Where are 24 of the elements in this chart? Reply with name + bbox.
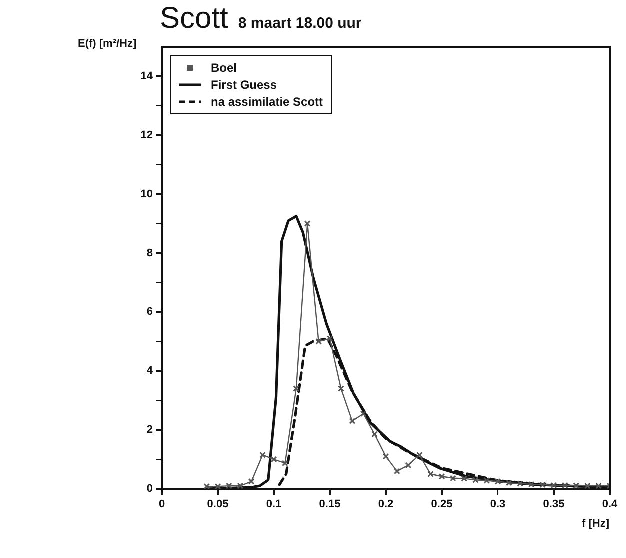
x-tick-label: 0.4 [602, 498, 619, 511]
chart-subtitle: 8 maart 18.00 uur [238, 15, 362, 32]
legend-label: Boel [211, 60, 238, 74]
x-axis-title: f [Hz] [582, 518, 610, 530]
y-tick-label: 6 [146, 306, 153, 318]
y-tick-label: 12 [140, 129, 153, 142]
legend-label: First Guess [211, 78, 278, 92]
x-tick-label: 0.2 [378, 498, 394, 511]
y-tick-label: 0 [146, 483, 153, 496]
x-tick-label: 0.1 [266, 498, 282, 511]
legend-label: na assimilatie Scott [211, 94, 324, 108]
y-axis-title: E(f) [m²/Hz] [78, 38, 137, 50]
y-tick-label: 4 [146, 365, 154, 378]
x-tick-label: 0.25 [431, 498, 453, 511]
chart-title: Scott [160, 2, 228, 35]
y-tick-label: 14 [140, 70, 154, 82]
x-tick-label: 0.15 [319, 498, 341, 511]
y-tick-label: 8 [146, 247, 153, 260]
y-tick-label: 2 [146, 424, 153, 436]
x-tick-label: 0 [158, 498, 166, 511]
x-tick-label: 0.3 [490, 498, 506, 511]
y-tick-label: 10 [140, 188, 153, 200]
x-tick-label: 0.35 [543, 498, 565, 511]
x-tick-label: 0.05 [207, 498, 229, 511]
